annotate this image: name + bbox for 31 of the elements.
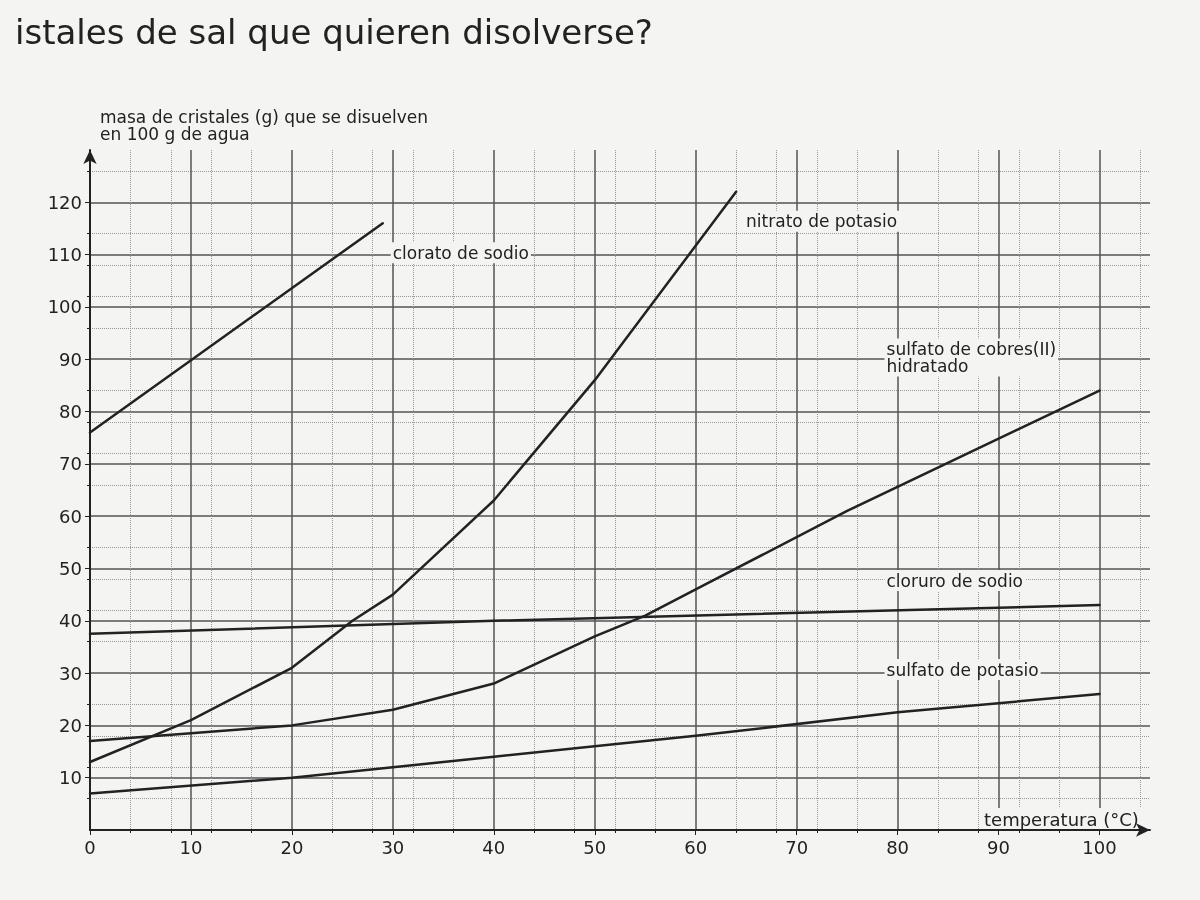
x-tick-label: 30: [381, 836, 405, 858]
series-label: nitrato de potasio: [746, 211, 898, 232]
series-label: cloruro de sodio: [886, 570, 1024, 591]
y-tick-label: 30: [59, 662, 82, 684]
y-tick-label: 80: [59, 401, 82, 423]
x-tick-label: 20: [280, 836, 304, 858]
x-tick-label: 50: [583, 836, 607, 858]
y-axis-title: masa de cristales (g) que se disuelven en 100 g de agua: [100, 106, 428, 144]
chart-title: istales de sal que quieren disolverse?: [15, 12, 653, 52]
x-tick-label: 100: [1082, 836, 1117, 858]
x-tick-label: 90: [987, 836, 1011, 858]
x-axis-title: temperatura (°C): [984, 808, 1139, 830]
y-tick-label: 20: [59, 714, 82, 736]
series-label: clorato de sodio: [392, 242, 529, 263]
x-tick-label: 70: [785, 836, 809, 858]
y-tick-label: 90: [59, 348, 82, 370]
y-tick-label: 40: [59, 610, 82, 632]
x-tick-label: 40: [482, 836, 506, 858]
y-tick-label: 60: [59, 505, 82, 527]
y-tick-label: 110: [47, 244, 82, 266]
series-label: sulfato de potasio: [886, 659, 1039, 680]
y-tick-label: 120: [47, 191, 82, 213]
y-tick-label: 100: [47, 296, 82, 318]
y-tick-label: 10: [59, 767, 82, 789]
series-label: sulfato de cobres(II) hidratado: [886, 339, 1057, 377]
y-tick-label: 50: [59, 557, 82, 579]
x-tick-label: 60: [684, 836, 708, 858]
x-tick-label: 0: [84, 836, 96, 858]
x-tick-label: 10: [179, 836, 203, 858]
y-tick-label: 70: [59, 453, 82, 475]
x-tick-label: 80: [886, 836, 910, 858]
